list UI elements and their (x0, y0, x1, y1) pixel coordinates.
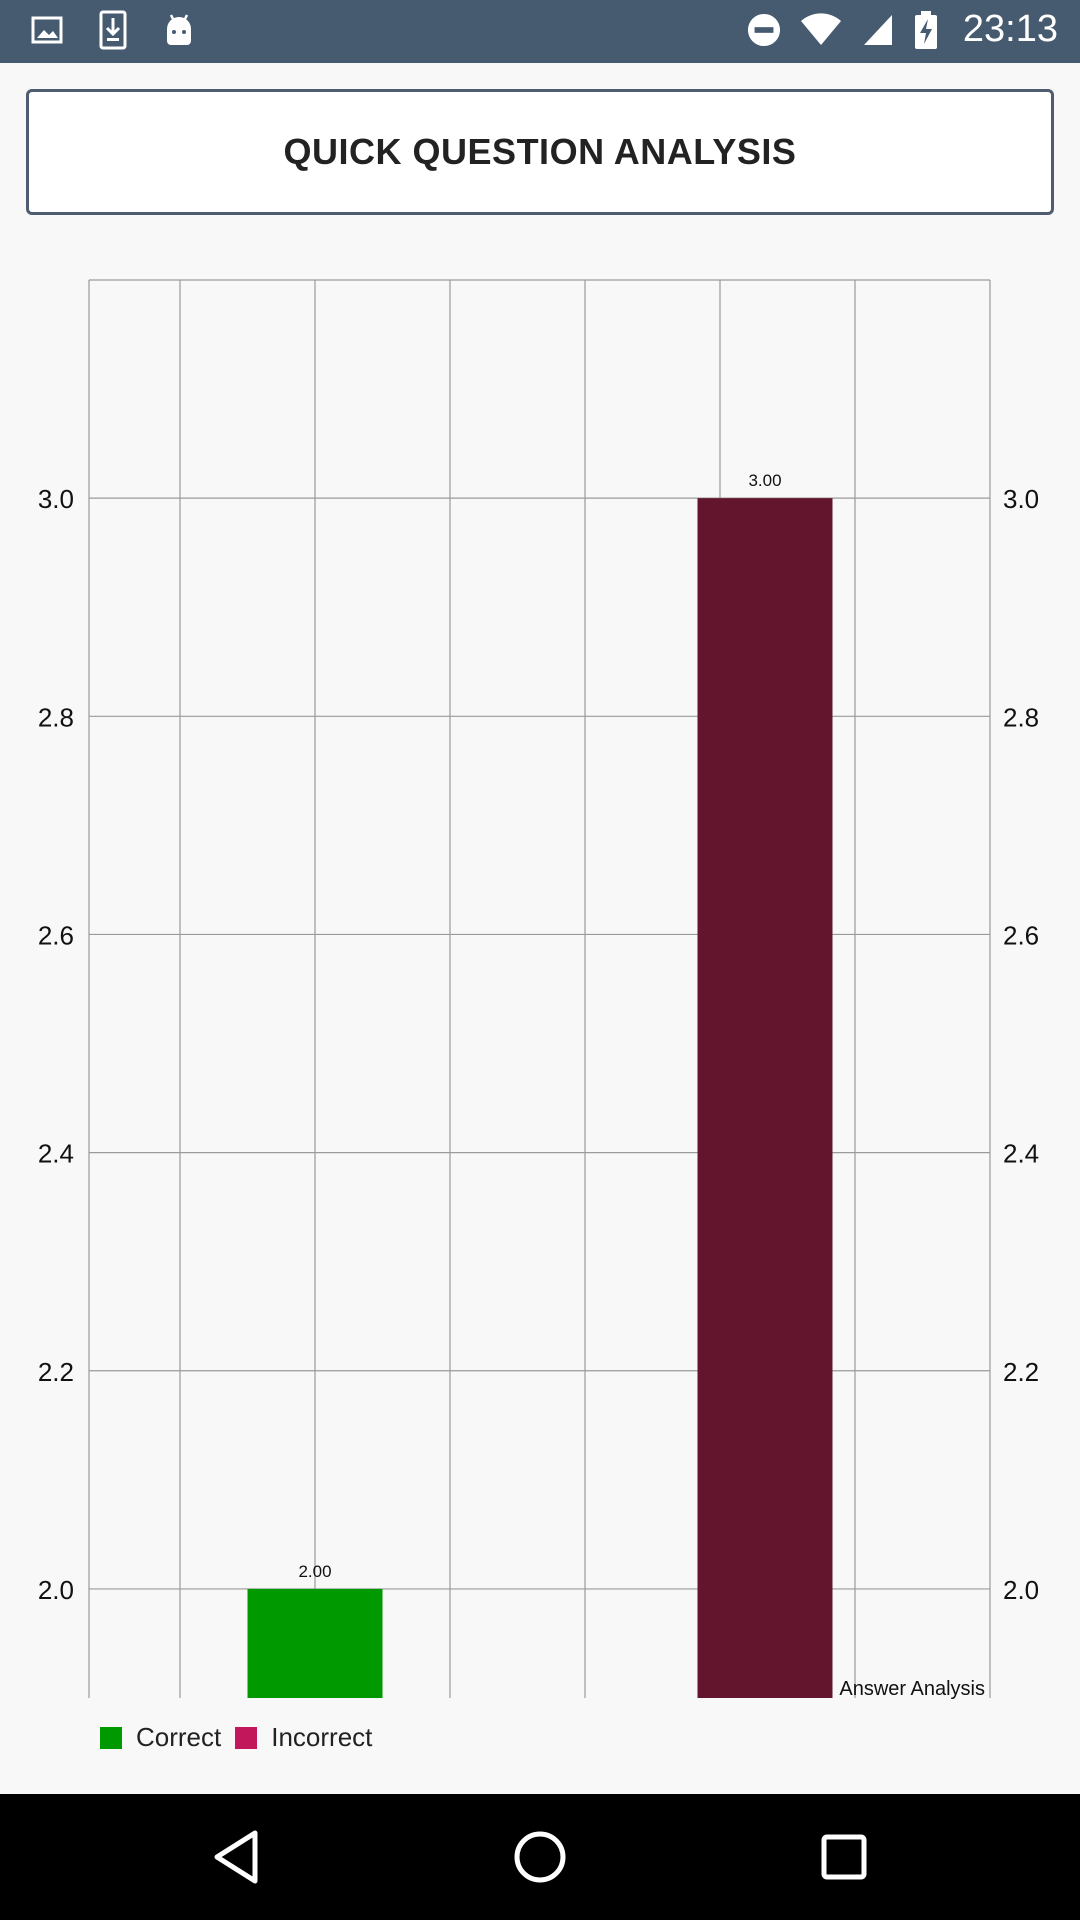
legend-swatch-correct (100, 1726, 122, 1749)
y-tick-label-left: 2.2 (38, 1357, 74, 1387)
y-tick-label-right: 2.8 (1003, 702, 1039, 732)
legend-label-incorrect: Incorrect (271, 1722, 373, 1752)
y-tick-label-left: 2.4 (38, 1139, 74, 1169)
back-icon[interactable] (204, 1825, 268, 1889)
y-tick-label-left: 2.6 (38, 920, 74, 950)
quick-question-analysis-button[interactable]: QUICK QUESTION ANALYSIS (26, 89, 1054, 215)
clock: 23:13 (962, 8, 1058, 50)
bar-correct (247, 1588, 383, 1698)
home-icon[interactable] (508, 1825, 572, 1889)
bar-chart: 2.0 2.0 2.2 2.2 2.4 2.4 2.6 2.6 2.8 2.8 3.0 3.0 2.00… (0, 260, 1080, 1780)
status-bar: 23:13 (0, 0, 1080, 63)
y-tick-label-right: 2.4 (1003, 1139, 1039, 1169)
legend-swatch-incorrect (235, 1726, 258, 1749)
y-tick-label-right: 3.0 (1003, 484, 1039, 514)
legend-item-correct: Correct (100, 1722, 221, 1753)
recents-icon[interactable] (812, 1825, 876, 1889)
do-not-disturb-icon (747, 10, 781, 50)
bar-incorrect (697, 498, 833, 1699)
navigation-bar (0, 1794, 1080, 1920)
chart-svg: 2.0 2.0 2.2 2.2 2.4 2.4 2.6 2.6 2.8 2.8 3.0 3.0 2.00… (38, 279, 1039, 1700)
download-icon (96, 10, 130, 50)
y-tick-label-left: 3.0 (38, 484, 74, 514)
y-tick-label-right: 2.0 (1003, 1575, 1039, 1605)
y-tick-label-left: 2.0 (38, 1575, 74, 1605)
bar-value-label: 2.00 (298, 1562, 331, 1581)
y-tick-label-left: 2.8 (38, 702, 74, 732)
android-icon (162, 10, 196, 50)
bar-value-label: 3.00 (748, 471, 781, 490)
image-icon (30, 10, 64, 50)
battery-charging-icon (913, 10, 939, 50)
chart-legend: Correct Incorrect (100, 1722, 372, 1753)
x-axis-label: Answer Analysis (839, 1678, 985, 1700)
y-tick-label-right: 2.2 (1003, 1357, 1039, 1387)
wifi-icon (799, 10, 843, 50)
legend-label-correct: Correct (136, 1722, 222, 1752)
y-tick-label-right: 2.6 (1003, 920, 1039, 950)
legend-item-incorrect: Incorrect (235, 1722, 372, 1753)
signal-icon (861, 10, 895, 50)
